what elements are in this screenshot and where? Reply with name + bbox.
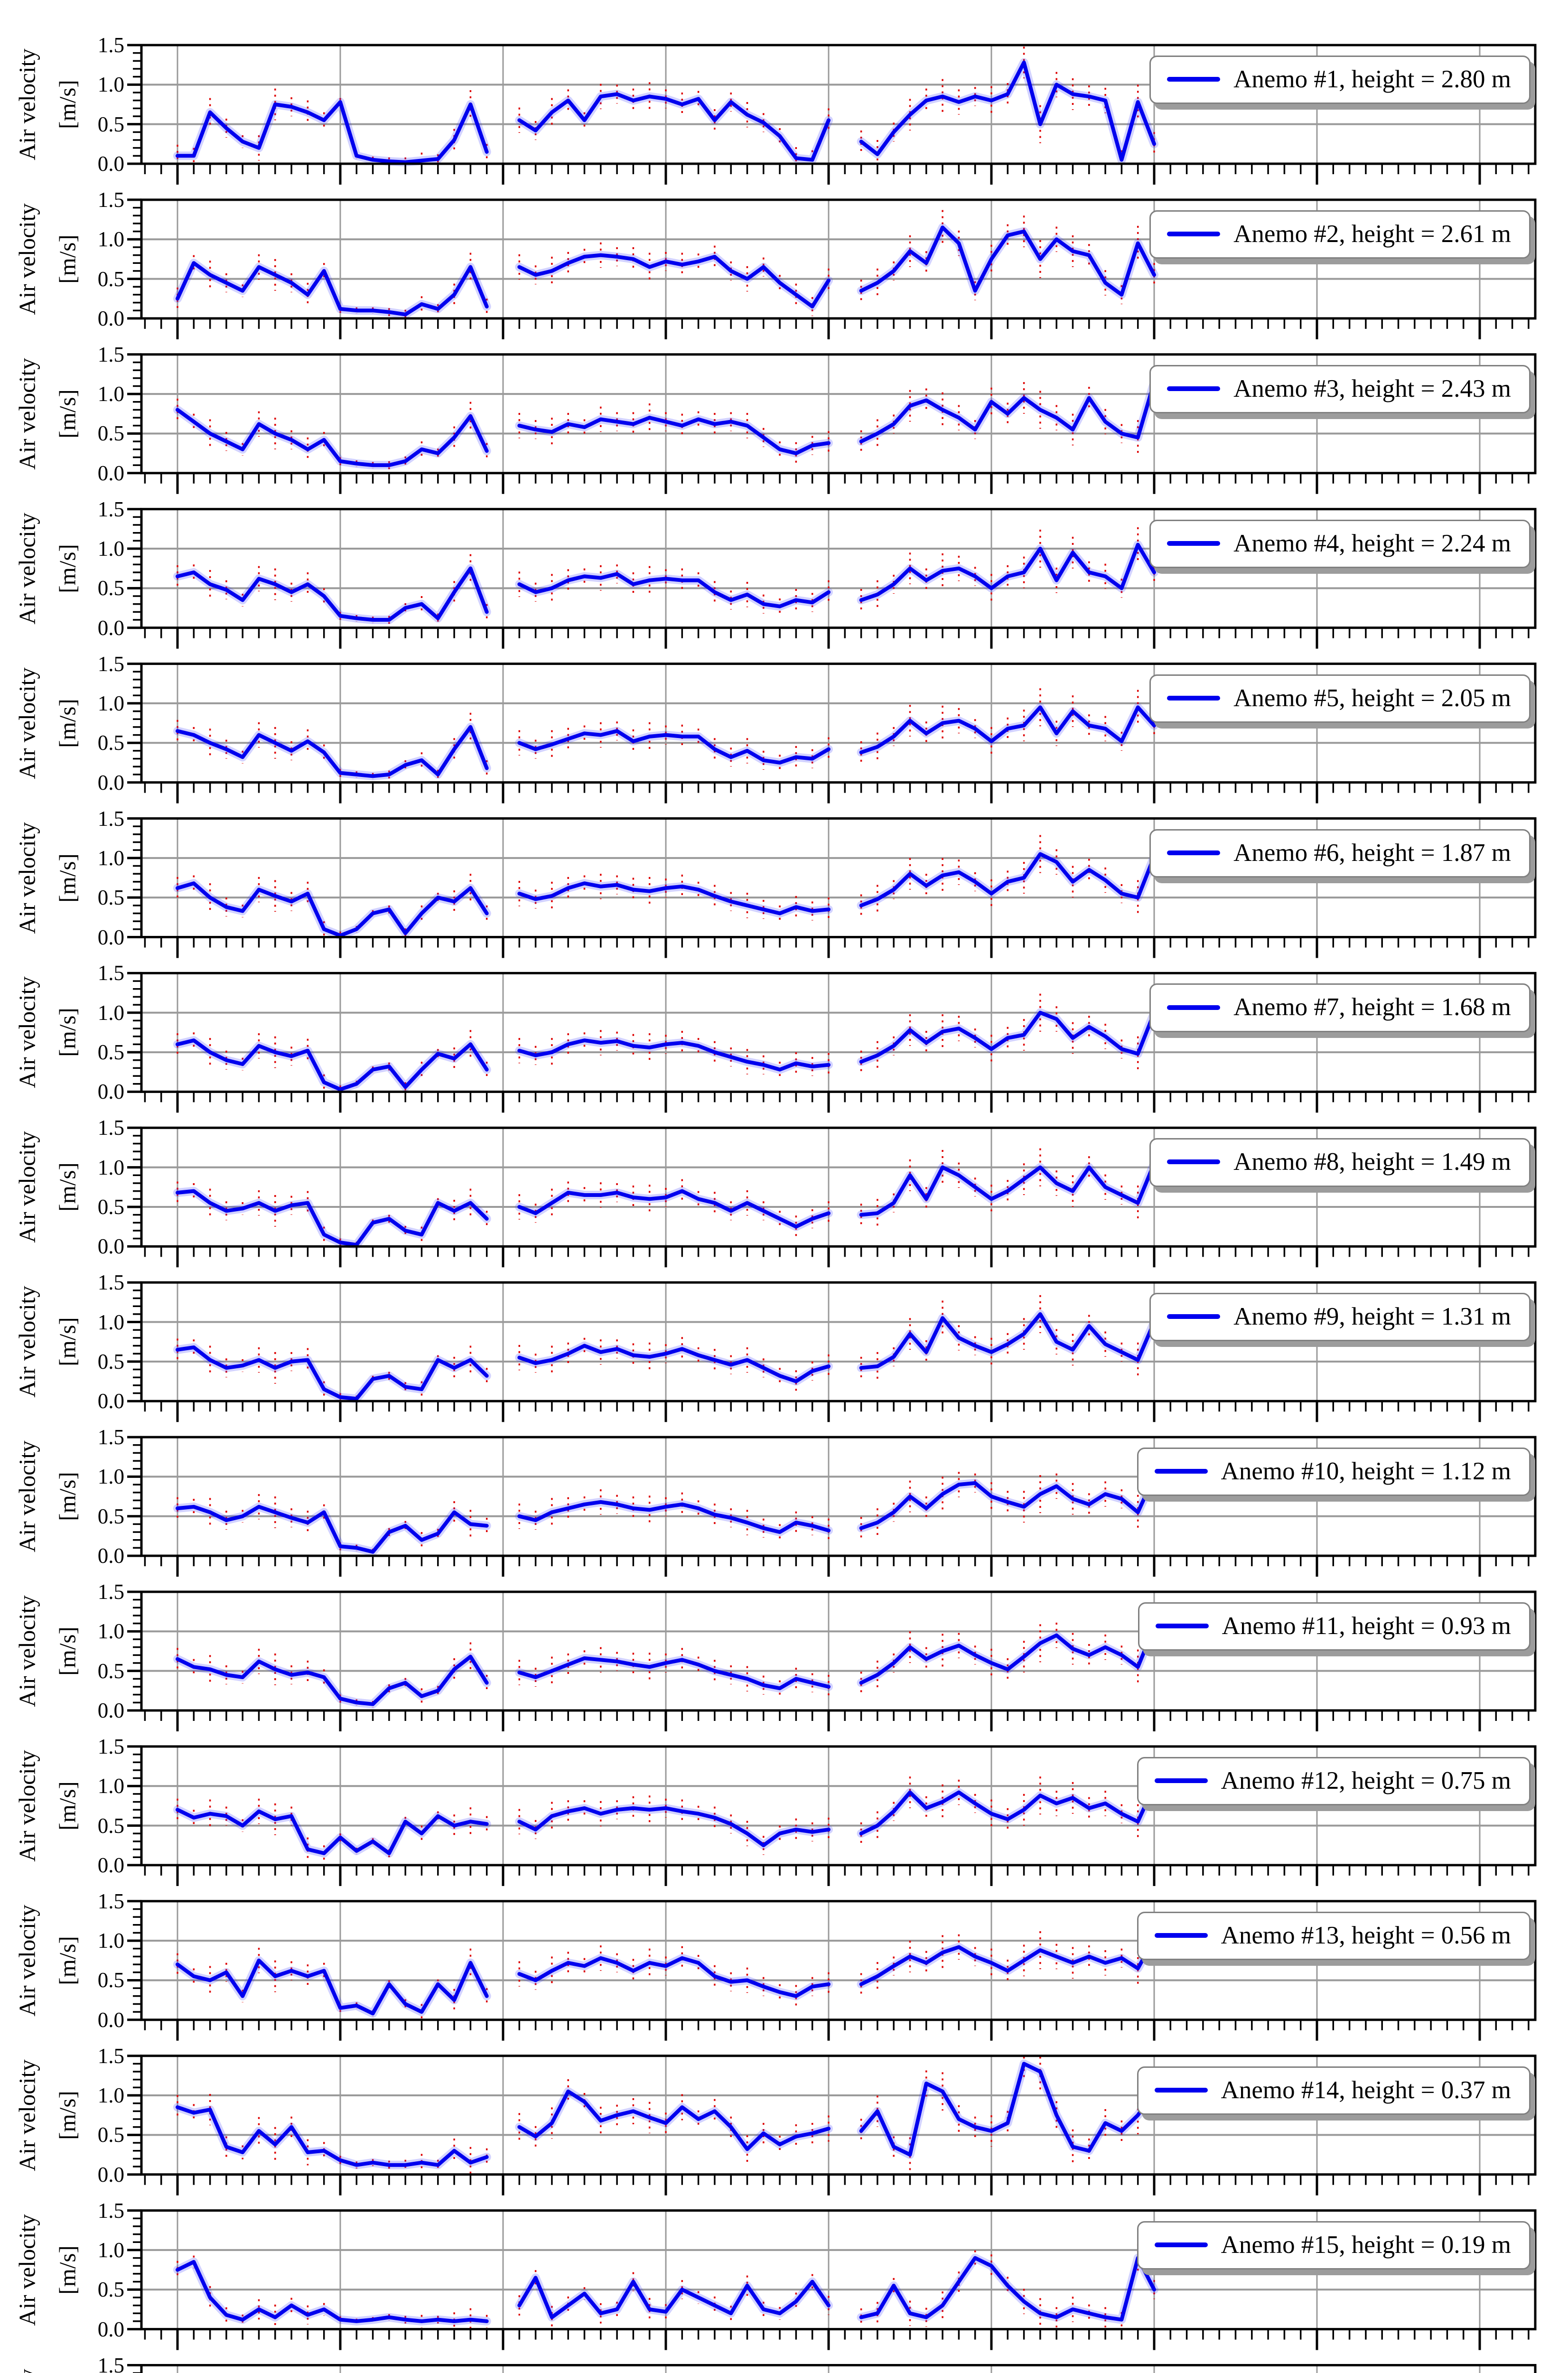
panel-anemo-8 — [127, 1126, 1537, 1268]
panel-anemo-16 — [127, 2364, 1537, 2373]
panel-anemo-5 — [127, 663, 1537, 803]
panel-anemo-11 — [127, 1590, 1537, 1731]
panel-anemo-12 — [127, 1745, 1537, 1886]
panel-anemo-15 — [127, 2209, 1537, 2350]
panel-anemo-3 — [127, 353, 1537, 494]
panel-anemo-2 — [127, 198, 1537, 339]
panel-anemo-6 — [127, 817, 1537, 958]
panel-anemo-14 — [127, 2055, 1537, 2195]
panel-anemo-13 — [127, 1900, 1537, 2041]
panel-anemo-7 — [127, 972, 1537, 1113]
panel-anemo-9 — [127, 1281, 1537, 1422]
panel-anemo-10 — [127, 1436, 1537, 1577]
panel-anemo-4 — [127, 508, 1537, 649]
panel-anemo-1 — [127, 44, 1537, 185]
